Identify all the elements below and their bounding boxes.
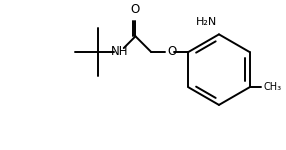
- Text: O: O: [130, 3, 139, 16]
- Text: O: O: [167, 45, 176, 58]
- Text: NH: NH: [111, 45, 129, 58]
- Text: H₂N: H₂N: [196, 18, 217, 27]
- Text: CH₃: CH₃: [263, 82, 281, 92]
